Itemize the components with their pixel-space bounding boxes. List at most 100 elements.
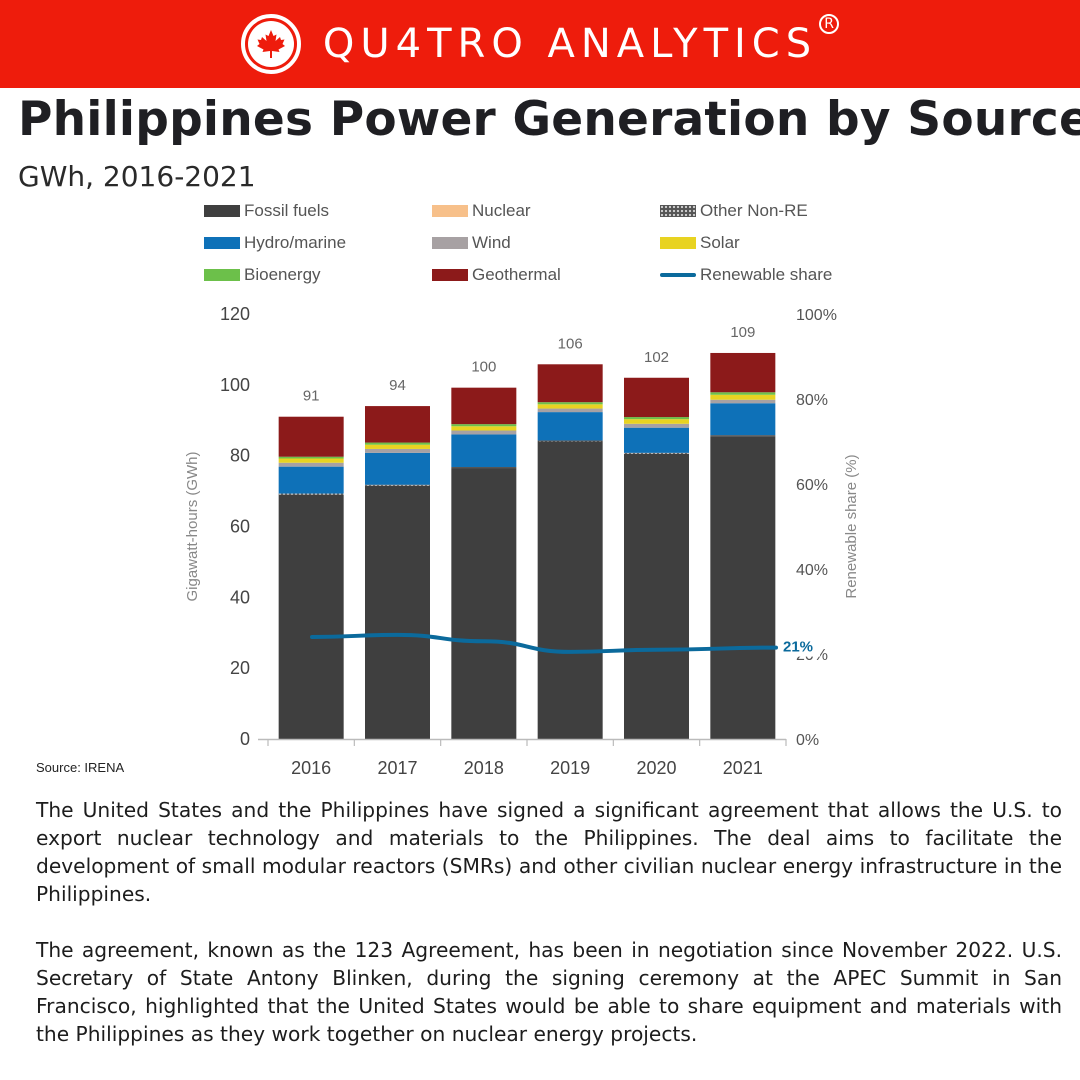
renewable-share-end-label: 21% xyxy=(783,639,813,656)
y-tick-label: 40 xyxy=(230,587,250,607)
renewable-share-line xyxy=(310,632,778,654)
legend-swatch xyxy=(204,205,240,217)
chart-legend: Fossil fuels Nuclear Other Non-RE Hydro/… xyxy=(204,201,864,301)
y-tick-label: 80 xyxy=(230,446,250,466)
legend-swatch xyxy=(660,205,696,217)
bar-segment-fossil-fuels xyxy=(278,494,344,739)
bars-layer xyxy=(278,352,776,739)
bar-segment-bioenergy xyxy=(451,424,517,427)
legend-swatch xyxy=(432,205,468,217)
bar-segment-other-non-re xyxy=(710,435,776,437)
legend-swatch xyxy=(660,273,696,277)
bar-segment-bioenergy xyxy=(278,456,344,459)
bar-total-label: 102 xyxy=(644,349,669,366)
legend-swatch xyxy=(660,237,696,249)
bar-segment-geothermal xyxy=(365,406,430,443)
legend-label: Geothermal xyxy=(472,265,561,284)
brand-name: QU4TRO ANALYTICS xyxy=(322,21,818,67)
legend-swatch xyxy=(432,269,468,281)
legend-item-nuclear: Nuclear xyxy=(432,201,531,221)
source-note: Source: IRENA xyxy=(36,760,125,775)
bar-segment-wind xyxy=(710,399,776,404)
x-tick-label: 2021 xyxy=(723,758,763,778)
bar-total-label: 109 xyxy=(730,324,755,341)
legend-item-hydro: Hydro/marine xyxy=(204,233,346,253)
legend-item-solar: Solar xyxy=(660,233,740,253)
bar-segment-hydro-marine xyxy=(537,412,603,441)
line-layer: 21% xyxy=(310,632,820,657)
legend-label: Nuclear xyxy=(472,201,531,220)
bar-segment-other-non-re xyxy=(624,452,689,454)
bar-segment-solar xyxy=(624,419,689,424)
bar-segment-hydro-marine xyxy=(365,452,430,485)
registered-mark: R xyxy=(819,14,840,34)
bar-segment-other-non-re xyxy=(365,484,430,486)
bar-segment-other-non-re xyxy=(278,493,344,495)
page-subtitle: GWh, 2016-2021 xyxy=(18,160,256,193)
y2-tick-label: 0% xyxy=(796,732,819,749)
axis-layer: 9120169420171002018106201910220201092021… xyxy=(184,304,860,778)
bar-segment-fossil-fuels xyxy=(365,485,430,739)
y-axis-title: Gigawatt-hours (GWh) xyxy=(184,451,201,601)
legend-swatch xyxy=(204,269,240,281)
article-paragraph-1: The United States and the Philippines ha… xyxy=(36,798,1062,906)
legend-item-bioenergy: Bioenergy xyxy=(204,265,321,285)
bar-segment-bioenergy xyxy=(537,402,603,405)
bar-segment-geothermal xyxy=(451,387,517,425)
renewable-share-label-bg xyxy=(780,634,820,657)
bar-segment-hydro-marine xyxy=(710,403,776,436)
bar-segment-hydro-marine xyxy=(451,434,517,467)
x-tick-label: 2016 xyxy=(291,758,331,778)
bar-segment-geothermal xyxy=(537,364,603,403)
bar-segment-wind xyxy=(624,423,689,428)
header-banner xyxy=(0,0,1080,88)
x-tick-label: 2019 xyxy=(550,758,590,778)
bar-segment-bioenergy xyxy=(624,417,689,420)
x-tick-label: 2017 xyxy=(377,758,417,778)
y-tick-label: 60 xyxy=(230,517,250,537)
bar-segment-fossil-fuels xyxy=(710,436,776,739)
bar-segment-solar xyxy=(451,426,517,431)
y-tick-label: 20 xyxy=(230,658,250,678)
bar-segment-other-non-re xyxy=(451,467,517,469)
y-tick-label: 100 xyxy=(220,375,250,395)
x-tick-label: 2018 xyxy=(464,758,504,778)
x-tick-label: 2020 xyxy=(636,758,676,778)
y2-tick-label: 100% xyxy=(796,307,837,324)
bar-total-label: 91 xyxy=(303,388,320,405)
legend-item-fossil: Fossil fuels xyxy=(204,201,329,221)
bar-segment-solar xyxy=(278,458,344,463)
legend-item-wind: Wind xyxy=(432,233,511,253)
power-generation-chart: 9120169420171002018106201910220201092021… xyxy=(184,304,860,778)
legend-item-geothermal: Geothermal xyxy=(432,265,561,285)
y2-tick-label: 80% xyxy=(796,392,828,409)
bar-segment-geothermal xyxy=(624,377,689,418)
bar-segment-wind xyxy=(278,462,344,467)
bar-segment-geothermal xyxy=(710,352,776,393)
bar-total-label: 106 xyxy=(558,335,583,352)
legend-label: Solar xyxy=(700,233,740,252)
bar-total-label: 100 xyxy=(471,359,496,376)
bar-segment-solar xyxy=(537,404,603,409)
bar-segment-wind xyxy=(451,430,517,435)
bar-segment-fossil-fuels xyxy=(624,453,689,739)
y-tick-label: 120 xyxy=(220,304,250,324)
bar-segment-other-non-re xyxy=(537,440,603,442)
bar-segment-hydro-marine xyxy=(624,427,689,453)
bar-segment-wind xyxy=(537,408,603,413)
legend-item-other-non-re: Other Non-RE xyxy=(660,201,808,221)
bar-segment-fossil-fuels xyxy=(537,441,603,739)
bar-segment-geothermal xyxy=(278,416,344,457)
legend-label: Renewable share xyxy=(700,265,833,284)
legend-label: Wind xyxy=(472,233,511,252)
bar-segment-solar xyxy=(365,444,430,449)
bar-segment-hydro-marine xyxy=(278,466,344,494)
page-title: Philippines Power Generation by Source xyxy=(18,92,1080,147)
brand: QU4TRO ANALYTICS R xyxy=(0,0,1080,88)
y2-tick-label: 60% xyxy=(796,477,828,494)
logo xyxy=(240,14,301,74)
legend-item-renewable-share: Renewable share xyxy=(660,265,832,285)
legend-swatch xyxy=(432,237,468,249)
bar-segment-solar xyxy=(710,394,776,400)
maple-leaf-icon xyxy=(247,21,294,67)
